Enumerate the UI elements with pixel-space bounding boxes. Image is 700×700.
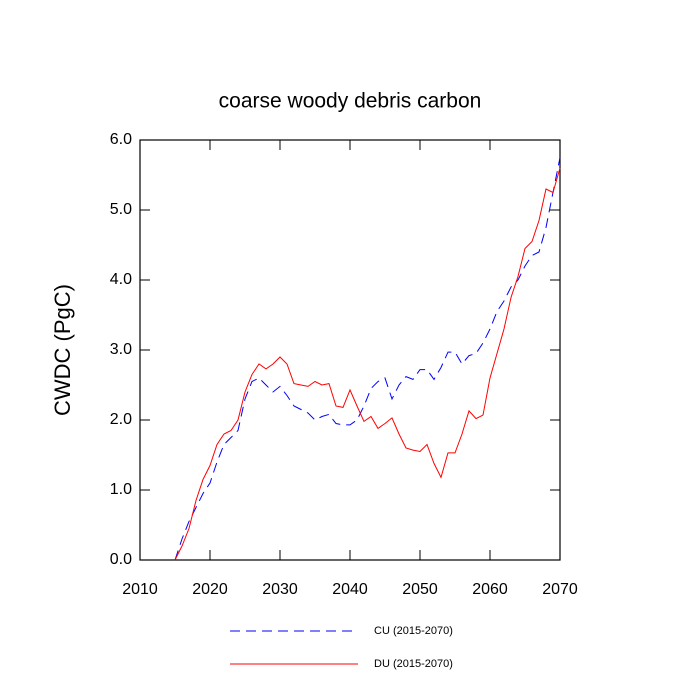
y-axis-label: CWDC (PgC) [50,284,75,416]
x-tick-label: 2040 [332,581,368,598]
chart-title: coarse woody debris carbon [219,90,482,113]
legend-label: DU (2015-2070) [374,658,453,670]
x-tick-label: 2050 [402,581,438,598]
x-tick-label: 2070 [542,581,578,598]
x-tick-label: 2010 [122,581,158,598]
y-tick-label: 2.0 [110,411,132,428]
y-tick-label: 1.0 [110,481,132,498]
plot-frame [139,139,561,561]
x-tick-label: 2060 [472,581,508,598]
legend-label: CU (2015-2070) [374,625,453,637]
x-tick-label: 2030 [262,581,298,598]
series-line [174,157,561,561]
y-tick-label: 3.0 [110,341,132,358]
y-tick-label: 6.0 [110,131,132,148]
y-tick-label: 4.0 [110,271,132,288]
x-tick-label: 2020 [192,581,228,598]
y-tick-label: 0.0 [110,551,132,568]
y-tick-label: 5.0 [110,201,132,218]
series-line [174,167,561,561]
